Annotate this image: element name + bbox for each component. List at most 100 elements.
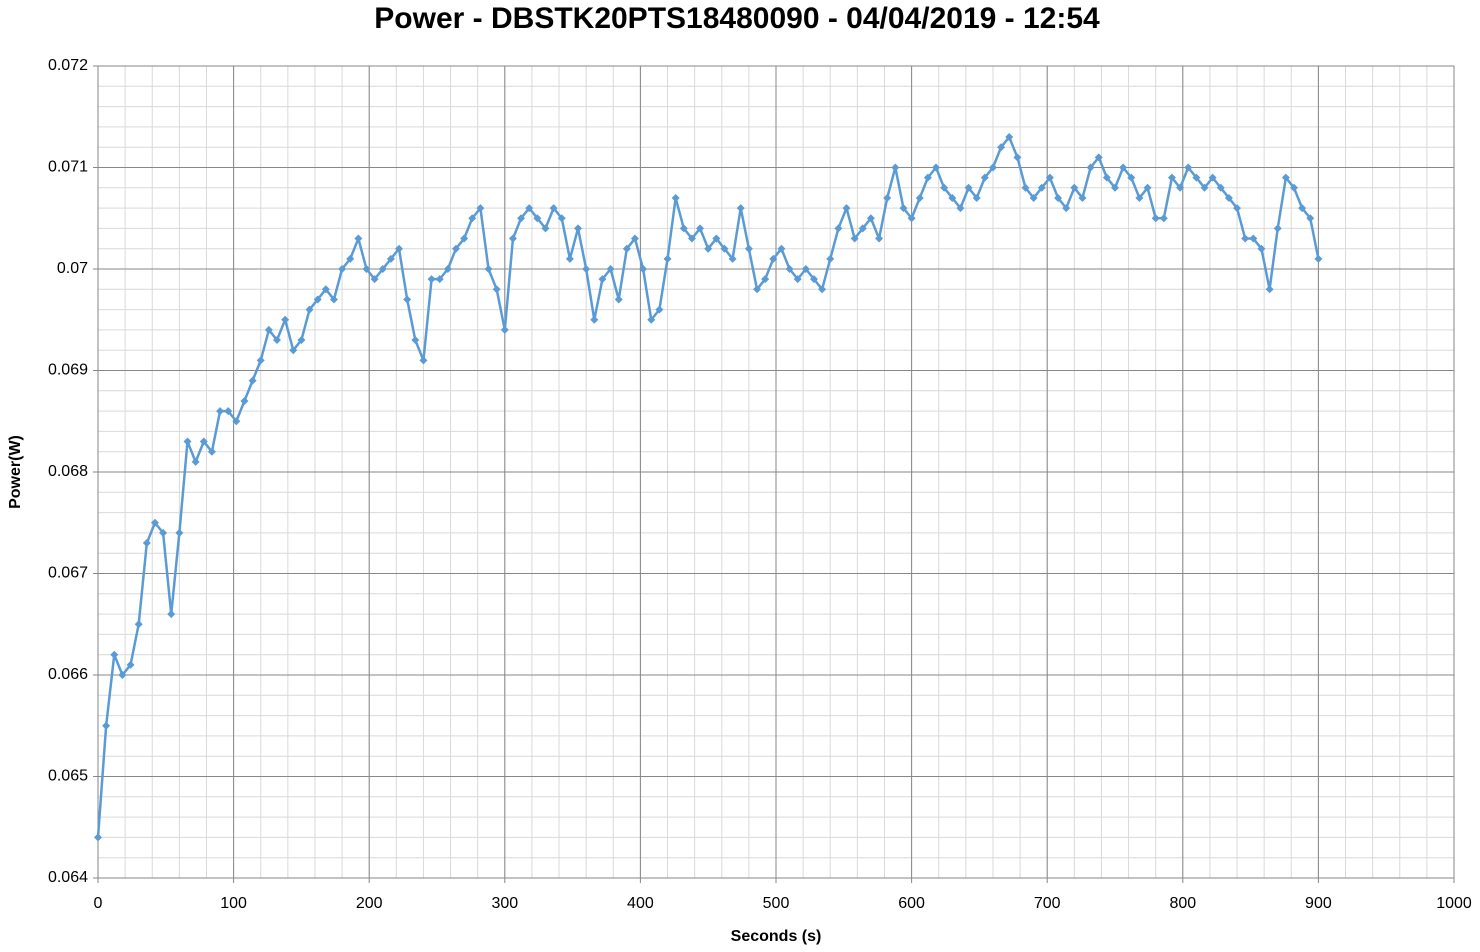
data-point xyxy=(907,214,916,223)
data-point xyxy=(346,254,355,263)
data-point xyxy=(630,234,639,243)
y-tick-label: 0.071 xyxy=(48,159,88,176)
data-point xyxy=(940,183,949,192)
data-point xyxy=(1021,183,1030,192)
data-point xyxy=(1176,183,1185,192)
data-point xyxy=(240,396,249,405)
x-tick-label: 800 xyxy=(1169,895,1196,912)
data-point xyxy=(1094,153,1103,162)
data-point xyxy=(565,254,574,263)
data-point xyxy=(1265,285,1274,294)
data-point xyxy=(614,295,623,304)
data-point xyxy=(305,305,314,314)
data-point xyxy=(378,265,387,273)
y-tick-label: 0.067 xyxy=(48,565,88,582)
data-point xyxy=(175,528,184,537)
data-point xyxy=(801,265,810,273)
data-point xyxy=(1289,183,1298,192)
data-point xyxy=(183,437,192,446)
data-point xyxy=(932,163,941,172)
data-point xyxy=(1135,193,1144,202)
data-point xyxy=(435,275,444,284)
data-point xyxy=(728,254,737,263)
data-point xyxy=(761,275,770,284)
data-point xyxy=(395,244,404,253)
data-point xyxy=(281,315,290,324)
data-point xyxy=(1143,183,1152,192)
data-point xyxy=(150,518,159,527)
data-point xyxy=(1127,173,1136,182)
data-point xyxy=(696,224,705,233)
y-tick-label: 0.064 xyxy=(48,869,88,886)
data-point xyxy=(834,224,843,233)
x-tick-label: 600 xyxy=(898,895,925,912)
data-point xyxy=(207,447,216,456)
data-point xyxy=(94,833,102,842)
data-point xyxy=(1216,183,1225,192)
data-point xyxy=(1013,153,1022,162)
y-tick-label: 0.066 xyxy=(48,666,88,683)
data-point xyxy=(663,254,672,263)
data-point xyxy=(980,173,989,182)
data-point xyxy=(191,457,200,466)
data-point xyxy=(329,295,338,304)
data-point xyxy=(1298,204,1307,213)
data-point xyxy=(403,295,412,304)
data-point xyxy=(753,285,762,294)
data-point xyxy=(1306,214,1315,223)
data-point xyxy=(687,234,696,243)
data-point xyxy=(948,193,957,202)
data-point xyxy=(557,214,566,223)
data-point xyxy=(1159,214,1168,223)
data-point xyxy=(744,244,753,253)
y-tick-label: 0.069 xyxy=(48,362,88,379)
data-point xyxy=(1029,193,1038,202)
x-tick-label: 400 xyxy=(627,895,654,912)
data-point xyxy=(118,671,127,679)
x-tick-label: 200 xyxy=(356,895,383,912)
data-point xyxy=(923,173,932,182)
data-point xyxy=(1151,214,1160,223)
data-point xyxy=(622,244,631,253)
data-point xyxy=(272,336,281,345)
data-point xyxy=(533,214,542,223)
data-point xyxy=(883,193,892,202)
y-tick-label: 0.072 xyxy=(48,57,88,74)
data-point xyxy=(1167,173,1176,182)
data-point xyxy=(338,265,347,273)
x-tick-label: 700 xyxy=(1034,895,1061,912)
data-point xyxy=(891,163,900,172)
data-point xyxy=(866,214,875,223)
data-point xyxy=(102,721,111,730)
data-point xyxy=(997,143,1006,152)
data-point xyxy=(159,528,168,537)
data-point xyxy=(1200,183,1209,192)
data-point xyxy=(1249,234,1258,243)
data-point xyxy=(500,325,509,334)
data-point xyxy=(1045,173,1054,182)
y-axis-title: Power(W) xyxy=(7,435,24,509)
data-point xyxy=(216,407,225,416)
data-point xyxy=(264,325,273,334)
data-point xyxy=(720,244,729,253)
data-point xyxy=(460,234,469,243)
data-point xyxy=(1111,183,1119,192)
x-tick-label: 500 xyxy=(763,895,790,912)
data-point xyxy=(606,265,615,273)
y-tick-label: 0.068 xyxy=(48,463,88,480)
data-point xyxy=(582,265,591,273)
data-point xyxy=(590,315,599,324)
data-point xyxy=(956,204,965,213)
data-point xyxy=(818,285,827,294)
x-tick-label: 100 xyxy=(220,895,247,912)
data-point xyxy=(988,163,997,172)
data-point xyxy=(972,193,981,202)
data-point xyxy=(704,244,713,253)
data-point xyxy=(1086,163,1095,172)
data-point xyxy=(1078,193,1087,202)
data-point xyxy=(256,356,265,365)
data-point xyxy=(1224,193,1233,202)
data-point xyxy=(1233,204,1242,213)
data-point xyxy=(224,407,233,416)
